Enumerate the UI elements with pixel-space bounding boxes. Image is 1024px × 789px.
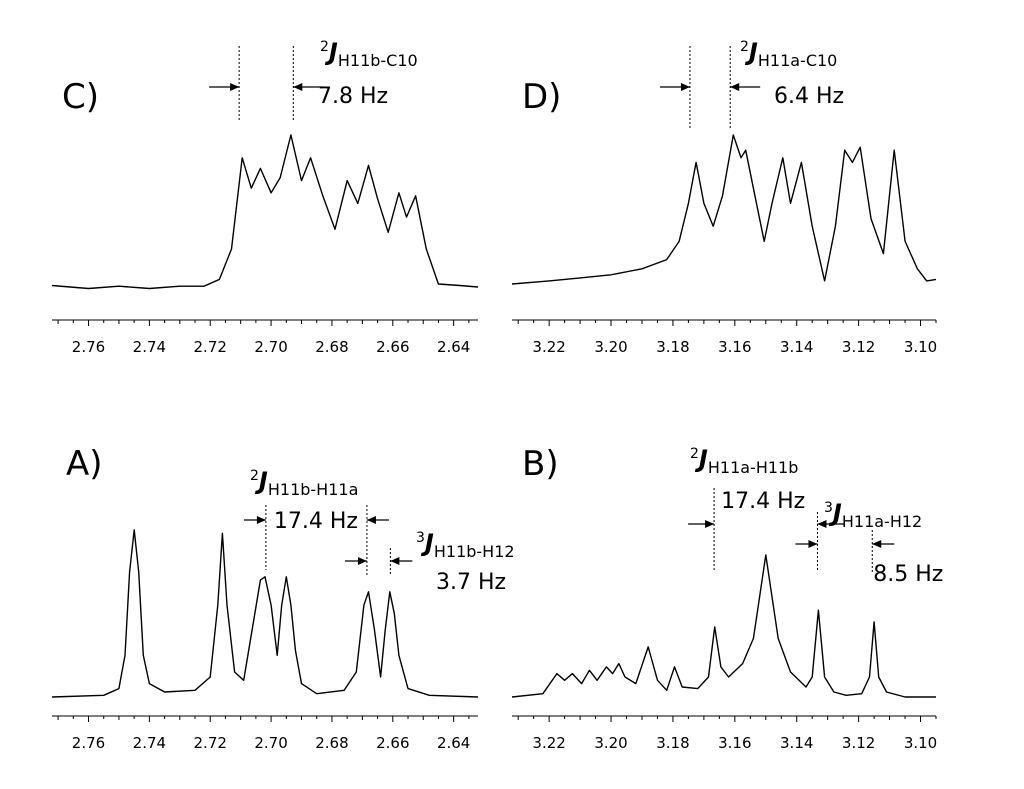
coupling-value: 7.8 Hz [318, 84, 388, 109]
arrow-head [817, 520, 827, 528]
coupling-value: 3.7 Hz [436, 570, 506, 595]
coupling-subscript: H11b-C10 [338, 51, 418, 70]
x-tick-label: 2.76 [72, 338, 105, 356]
coupling-superscript: 2 [250, 468, 259, 484]
x-tick-label: 2.68 [315, 734, 348, 752]
spectrum-trace [511, 554, 936, 698]
x-tick-label: 2.74 [133, 338, 166, 356]
x-tick-label: 2.68 [315, 338, 348, 356]
arrow-head [730, 83, 740, 91]
x-tick-label: 3.18 [656, 338, 689, 356]
coupling-value: 6.4 Hz [774, 84, 844, 109]
spectrum-trace [51, 529, 479, 698]
coupling-subscript: H11b-H11a [268, 480, 359, 499]
arrow-head [357, 557, 367, 565]
coupling-superscript: 2 [690, 446, 699, 462]
coupling-value: 17.4 Hz [274, 509, 358, 534]
x-tick-label: 3.18 [656, 734, 689, 752]
spectrum-trace [51, 134, 479, 290]
arrow-head [872, 540, 882, 548]
x-tick-label: 2.72 [194, 338, 227, 356]
x-tick-label: 3.10 [904, 734, 937, 752]
coupling-superscript: 2 [740, 39, 749, 55]
panel-b: 3.22 3.20 3.18 3.16 3.14 3.12 3.10B) 2JH11a-H11… [511, 444, 943, 752]
panel-d: 3.22 3.20 3.18 3.16 3.14 3.12 3.10 D) 2JH11a-C10… [511, 38, 937, 356]
panel-a: 2.76 2.74 2.72 2.70 2.68 2.66 2.64A) 2JH11b-H11… [51, 444, 515, 752]
coupling-symbol: J [745, 38, 758, 66]
x-tick-label: 3.20 [594, 338, 627, 356]
coupling-subscript: H11a-H11b [708, 458, 799, 477]
x-tick-label: 2.64 [437, 338, 470, 356]
x-tick-label: 3.20 [594, 734, 627, 752]
coupling-subscript: H11b-H12 [434, 542, 515, 561]
coupling-label-1: 2JH11a-C10 [740, 38, 837, 70]
x-tick-label: 3.10 [904, 338, 937, 356]
coupling-symbol: J [325, 38, 338, 66]
x-tick-label: 2.70 [254, 338, 287, 356]
arrow-head [366, 516, 376, 524]
x-tick-label: 3.22 [532, 338, 565, 356]
x-tick-label: 2.76 [72, 734, 105, 752]
panel-label: A) [66, 444, 103, 484]
arrow-head [293, 83, 303, 91]
x-tick-label: 3.14 [780, 338, 813, 356]
coupling-symbol: J [255, 467, 268, 495]
x-tick-label: 2.72 [194, 734, 227, 752]
arrow-head [705, 520, 715, 528]
x-tick-label: 2.64 [437, 734, 470, 752]
x-tick-label: 2.74 [133, 734, 166, 752]
x-tick-label: 3.16 [718, 734, 751, 752]
arrow-head [230, 83, 240, 91]
coupling-superscript: 3 [416, 530, 425, 546]
x-tick-label: 2.70 [254, 734, 287, 752]
x-tick-label: 3.22 [532, 734, 565, 752]
coupling-label-1: 2JH11b-H11a [250, 467, 358, 499]
coupling-symbol: J [421, 529, 434, 557]
coupling-value: 17.4 Hz [721, 489, 805, 514]
coupling-symbol: J [829, 499, 842, 527]
coupling-label-2: 3JH11b-H12 [416, 529, 515, 561]
coupling-symbol: J [695, 445, 708, 473]
x-tick-label: 2.66 [376, 338, 409, 356]
panel-c: 2.76 2.74 2.72 2.70 2.68 2.66 2.64 C) 2JH11b-C10… [51, 38, 479, 356]
x-tick-label: 3.16 [718, 338, 751, 356]
arrow-head [680, 83, 690, 91]
coupling-label-1: 2JH11b-C10 [320, 38, 418, 70]
coupling-superscript: 3 [824, 500, 833, 516]
coupling-label-2: 3JH11a-H12 [824, 499, 922, 531]
x-tick-label: 3.12 [842, 338, 875, 356]
spectrum-trace [511, 134, 937, 285]
coupling-label-1: 2JH11a-H11b [690, 445, 798, 477]
arrow-head [808, 540, 818, 548]
x-tick-label: 3.14 [780, 734, 813, 752]
arrow-head [256, 516, 266, 524]
coupling-subscript: H11a-C10 [758, 51, 838, 70]
coupling-value: 8.5 Hz [873, 562, 943, 587]
coupling-subscript: H11a-H12 [842, 512, 922, 531]
x-tick-label: 3.12 [842, 734, 875, 752]
panel-label: C) [62, 77, 99, 117]
x-tick-label: 2.66 [376, 734, 409, 752]
arrow-head [390, 557, 400, 565]
coupling-superscript: 2 [320, 39, 329, 55]
panel-label: B) [522, 444, 559, 484]
panel-label: D) [522, 77, 561, 117]
